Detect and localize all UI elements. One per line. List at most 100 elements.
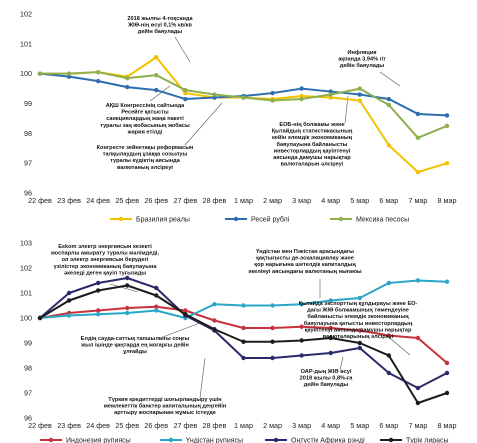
data-point [95, 312, 101, 317]
x-tick-label: 22 фев [28, 421, 52, 430]
data-point [328, 298, 333, 303]
data-point [299, 96, 304, 102]
data-point [444, 279, 450, 284]
legend-item: Үндістан рупиясы [160, 437, 243, 443]
data-point [125, 84, 130, 90]
annotation-leader [379, 71, 401, 87]
data-point [270, 303, 275, 308]
legend-marker [388, 437, 394, 443]
legend-item: Мексика песосы [330, 217, 409, 224]
data-point [415, 278, 421, 283]
data-point [241, 95, 246, 100]
annotation: Үндістан мен Пәкістан арасындағы қақтығыс… [248, 249, 362, 275]
y-tick-label: 101 [20, 39, 32, 48]
y-tick-label: 98 [24, 129, 32, 138]
data-point [328, 350, 333, 356]
y-tick-label: 102 [20, 10, 32, 19]
x-tick-label: 27 фев [173, 196, 197, 205]
data-point [386, 102, 392, 108]
x-tick-label: 5 мар [350, 421, 369, 430]
y-tick-label: 97 [24, 159, 32, 168]
y-tick-label: 98 [24, 364, 32, 373]
legend-label: Мексика песосы [356, 217, 409, 224]
data-point [270, 325, 275, 331]
data-point [66, 71, 72, 76]
data-point [37, 315, 43, 321]
x-tick-label: 4 мар [321, 421, 340, 430]
legend-label: Ресей рублі [251, 216, 290, 224]
data-point [357, 345, 362, 351]
data-point [357, 98, 362, 103]
data-point [386, 280, 392, 286]
data-point [212, 327, 217, 332]
legend-item: Түрік лирасы [380, 437, 449, 443]
legend-marker [273, 437, 279, 443]
data-point [183, 308, 188, 313]
data-point [241, 355, 246, 361]
x-tick-label: 25 фев [115, 421, 139, 430]
annotation: Елдің сауда-саттық тапшылығы соңғы жыл іш… [80, 336, 189, 355]
annotation-leader [149, 85, 171, 102]
data-point [66, 313, 72, 318]
data-point [241, 325, 246, 331]
data-point [95, 288, 101, 293]
y-tick-label: 97 [24, 389, 32, 398]
y-tick-label: 99 [24, 99, 32, 108]
annotation-leader [159, 322, 201, 339]
x-tick-label: 7 мар [408, 196, 427, 205]
data-point [154, 285, 159, 291]
legend-item: Бразилия реалы [110, 217, 190, 224]
data-point [386, 333, 392, 338]
data-point [154, 304, 159, 309]
y-tick-label: 102 [20, 264, 32, 273]
legend-label: Үндістан рупиясы [186, 437, 243, 443]
data-point [415, 111, 421, 117]
data-point [125, 75, 130, 81]
data-point [357, 86, 362, 91]
data-point [183, 96, 188, 102]
data-point [299, 353, 304, 358]
annotation: Инфляция ақпанда 3,94% г/г дейін баяулады [338, 49, 386, 69]
legend-item: Ресей рублі [225, 216, 290, 224]
y-tick-label: 96 [24, 189, 32, 198]
data-point [241, 339, 246, 344]
data-point [66, 290, 72, 296]
data-point [444, 113, 450, 118]
data-point [444, 123, 450, 129]
annotation: Eskom электр энергиясын кезекті жоспарлы … [50, 244, 159, 276]
legend-label: Бразилия реалы [136, 217, 190, 224]
data-point [154, 308, 159, 313]
y-tick-label: 96 [24, 414, 32, 423]
data-point [415, 335, 421, 341]
legend-marker [233, 216, 239, 222]
y-tick-label: 101 [20, 289, 32, 298]
data-point [95, 69, 101, 75]
data-point [183, 87, 188, 93]
x-tick-label: 25 фев [115, 196, 139, 205]
data-point [212, 302, 217, 307]
data-point [270, 355, 275, 361]
data-point [328, 335, 333, 341]
x-tick-label: 26 фев [144, 196, 168, 205]
data-point [299, 324, 304, 329]
data-point [95, 280, 101, 286]
x-tick-label: 23 фев [57, 196, 81, 205]
data-point [95, 78, 101, 84]
legend-marker [48, 437, 54, 443]
data-point [328, 92, 333, 97]
annotation-leader [174, 36, 191, 63]
x-tick-label: 2 мар [263, 196, 282, 205]
data-point [125, 310, 130, 316]
x-tick-label: 8 мар [438, 421, 457, 430]
data-point [66, 298, 72, 303]
data-point [154, 87, 159, 93]
x-tick-label: 2 мар [263, 421, 282, 430]
data-point [299, 86, 304, 91]
x-tick-label: 3 мар [292, 196, 311, 205]
data-point [125, 305, 130, 311]
x-tick-label: 3 мар [292, 421, 311, 430]
data-point [212, 318, 217, 323]
legend-item: Индонезия рупиясы [40, 438, 131, 443]
annotation: Қытайда экспорттың құлдырауы және ЕО-дағ… [299, 300, 418, 340]
x-tick-label: 27 фев [173, 421, 197, 430]
